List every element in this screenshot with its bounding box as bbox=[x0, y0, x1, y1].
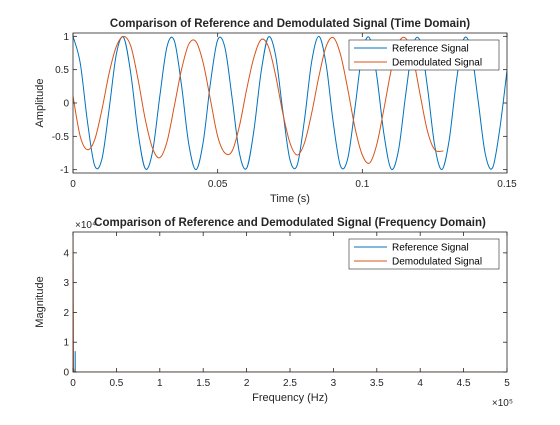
x-axis-label-1: Time (s) bbox=[270, 193, 310, 205]
y-tick-label: 4 bbox=[63, 248, 69, 259]
x-tick-label: 2.5 bbox=[283, 378, 297, 389]
x-tick-label: 3.5 bbox=[370, 378, 384, 389]
x-tick-label: 0.15 bbox=[497, 179, 517, 190]
legend-entry: Reference Signal bbox=[392, 243, 469, 254]
plot-area-2 bbox=[73, 232, 507, 372]
x-tick-label: 3 bbox=[331, 378, 337, 389]
series-line-2-1 bbox=[73, 351, 507, 372]
x-axis-exponent: ×10⁵ bbox=[492, 398, 513, 409]
x-tick-label: 0.05 bbox=[208, 179, 228, 190]
x-tick-label: 0 bbox=[70, 378, 76, 389]
y-tick-label: 1 bbox=[63, 32, 69, 43]
x-axis-label-2: Frequency (Hz) bbox=[252, 392, 328, 404]
legend-box-2 bbox=[348, 238, 500, 270]
x-tick-label: 5 bbox=[504, 378, 510, 389]
x-tick-label: 0 bbox=[70, 179, 76, 190]
x-tick-label: 4 bbox=[417, 378, 423, 389]
legend-entry: Demodulated Signal bbox=[392, 257, 482, 268]
y-tick-label: 1 bbox=[63, 338, 69, 349]
y-tick-label: -1 bbox=[60, 165, 69, 176]
plot-area-1 bbox=[73, 35, 507, 171]
chart-title-2: Comparison of Reference and Demodulated … bbox=[94, 217, 486, 229]
x-tick-label: 1.5 bbox=[196, 378, 210, 389]
y-tick-label: 0.5 bbox=[55, 65, 69, 76]
y-tick-label: -0.5 bbox=[52, 132, 70, 143]
y-tick-label: 3 bbox=[63, 278, 69, 289]
chart-title-1: Comparison of Reference and Demodulated … bbox=[110, 18, 470, 30]
x-tick-label: 0.1 bbox=[355, 179, 369, 190]
y-tick-label: 0 bbox=[63, 368, 69, 379]
series-line-2-2 bbox=[73, 232, 507, 372]
x-tick-label: 2 bbox=[244, 378, 250, 389]
legend-box-1 bbox=[348, 39, 500, 71]
y-axis-label-2: Magnitude bbox=[34, 276, 46, 327]
y-tick-label: 2 bbox=[63, 308, 69, 319]
y-tick-label: 0 bbox=[63, 99, 69, 110]
legend-entry: Reference Signal bbox=[392, 44, 469, 55]
legend-entry: Demodulated Signal bbox=[392, 58, 482, 69]
x-tick-label: 0.5 bbox=[109, 378, 123, 389]
x-tick-label: 1 bbox=[157, 378, 163, 389]
y-axis-label-1: Amplitude bbox=[34, 79, 46, 128]
series-line-1-1 bbox=[73, 35, 507, 171]
series-line-1-2 bbox=[73, 35, 444, 164]
x-tick-label: 4.5 bbox=[457, 378, 471, 389]
y-axis-exponent: ×10⁴ bbox=[75, 220, 96, 231]
